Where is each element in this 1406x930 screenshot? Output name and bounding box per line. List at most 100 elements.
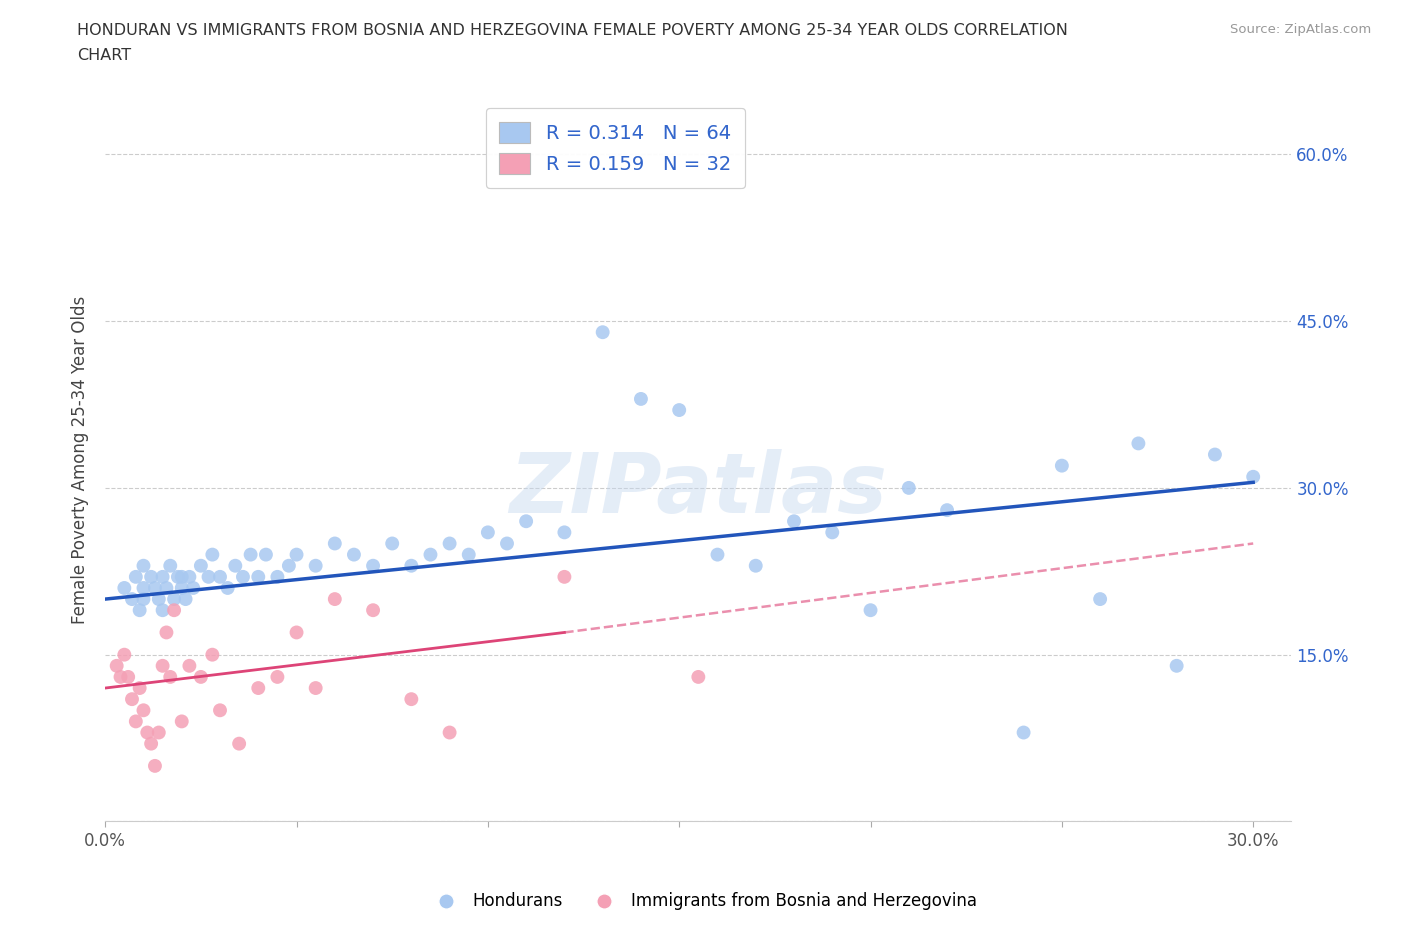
Point: [1241, 470, 1264, 485]
Point: [155, 625, 177, 640]
Point: [323, 536, 346, 551]
Point: [128, 603, 150, 618]
Point: [121, 692, 143, 707]
Point: [155, 580, 177, 595]
Point: [496, 536, 519, 551]
Point: [132, 703, 155, 718]
Point: [688, 670, 710, 684]
Point: [266, 569, 288, 584]
Point: [630, 392, 652, 406]
Point: [159, 558, 181, 573]
Point: [125, 569, 148, 584]
Point: [112, 580, 135, 595]
Point: [132, 591, 155, 606]
Point: [139, 569, 162, 584]
Point: [217, 580, 239, 595]
Point: [197, 569, 219, 584]
Point: [190, 670, 212, 684]
Point: [143, 759, 166, 774]
Point: [247, 569, 270, 584]
Point: [170, 569, 193, 584]
Point: [117, 670, 139, 684]
Point: [110, 670, 132, 684]
Legend: Hondurans, Immigrants from Bosnia and Herzegovina: Hondurans, Immigrants from Bosnia and He…: [422, 885, 984, 917]
Point: [148, 725, 170, 740]
Point: [936, 503, 959, 518]
Point: [381, 536, 404, 551]
Point: [285, 625, 308, 640]
Point: [170, 714, 193, 729]
Point: [401, 558, 423, 573]
Point: [208, 569, 231, 584]
Point: [112, 647, 135, 662]
Point: [239, 547, 262, 562]
Point: [477, 525, 499, 539]
Point: [132, 558, 155, 573]
Point: [143, 580, 166, 595]
Point: [167, 569, 190, 584]
Point: [121, 591, 143, 606]
Point: [553, 569, 575, 584]
Point: [179, 569, 201, 584]
Point: [1166, 658, 1188, 673]
Point: [128, 681, 150, 696]
Point: [305, 558, 328, 573]
Point: [125, 714, 148, 729]
Point: [208, 703, 231, 718]
Point: [859, 603, 882, 618]
Point: [285, 547, 308, 562]
Text: ZIPatlas: ZIPatlas: [509, 448, 887, 529]
Point: [343, 547, 366, 562]
Point: [181, 580, 204, 595]
Point: [439, 536, 461, 551]
Point: [247, 681, 270, 696]
Point: [152, 603, 174, 618]
Point: [266, 670, 288, 684]
Point: [174, 591, 197, 606]
Point: [148, 591, 170, 606]
Point: [1050, 458, 1073, 473]
Point: [897, 481, 920, 496]
Point: [232, 569, 254, 584]
Point: [163, 603, 186, 618]
Point: [159, 670, 181, 684]
Point: [706, 547, 728, 562]
Point: [277, 558, 299, 573]
Point: [152, 569, 174, 584]
Point: [439, 725, 461, 740]
Point: [783, 513, 806, 528]
Legend: R = 0.314   N = 64, R = 0.159   N = 32: R = 0.314 N = 64, R = 0.159 N = 32: [485, 109, 745, 188]
Point: [323, 591, 346, 606]
Point: [132, 580, 155, 595]
Point: [361, 558, 384, 573]
Point: [163, 591, 186, 606]
Text: CHART: CHART: [77, 48, 131, 63]
Point: [821, 525, 844, 539]
Point: [592, 325, 614, 339]
Point: [136, 725, 159, 740]
Point: [668, 403, 690, 418]
Text: Source: ZipAtlas.com: Source: ZipAtlas.com: [1230, 23, 1371, 36]
Point: [170, 580, 193, 595]
Point: [201, 547, 224, 562]
Point: [401, 692, 423, 707]
Point: [179, 658, 201, 673]
Point: [152, 658, 174, 673]
Point: [201, 647, 224, 662]
Point: [1204, 447, 1226, 462]
Point: [224, 558, 246, 573]
Point: [515, 513, 537, 528]
Point: [254, 547, 277, 562]
Point: [457, 547, 479, 562]
Point: [745, 558, 768, 573]
Point: [553, 525, 575, 539]
Point: [419, 547, 441, 562]
Point: [139, 737, 162, 751]
Point: [228, 737, 250, 751]
Point: [361, 603, 384, 618]
Point: [1012, 725, 1035, 740]
Y-axis label: Female Poverty Among 25-34 Year Olds: Female Poverty Among 25-34 Year Olds: [72, 296, 89, 624]
Point: [105, 658, 128, 673]
Point: [1128, 436, 1150, 451]
Text: HONDURAN VS IMMIGRANTS FROM BOSNIA AND HERZEGOVINA FEMALE POVERTY AMONG 25-34 YE: HONDURAN VS IMMIGRANTS FROM BOSNIA AND H…: [77, 23, 1069, 38]
